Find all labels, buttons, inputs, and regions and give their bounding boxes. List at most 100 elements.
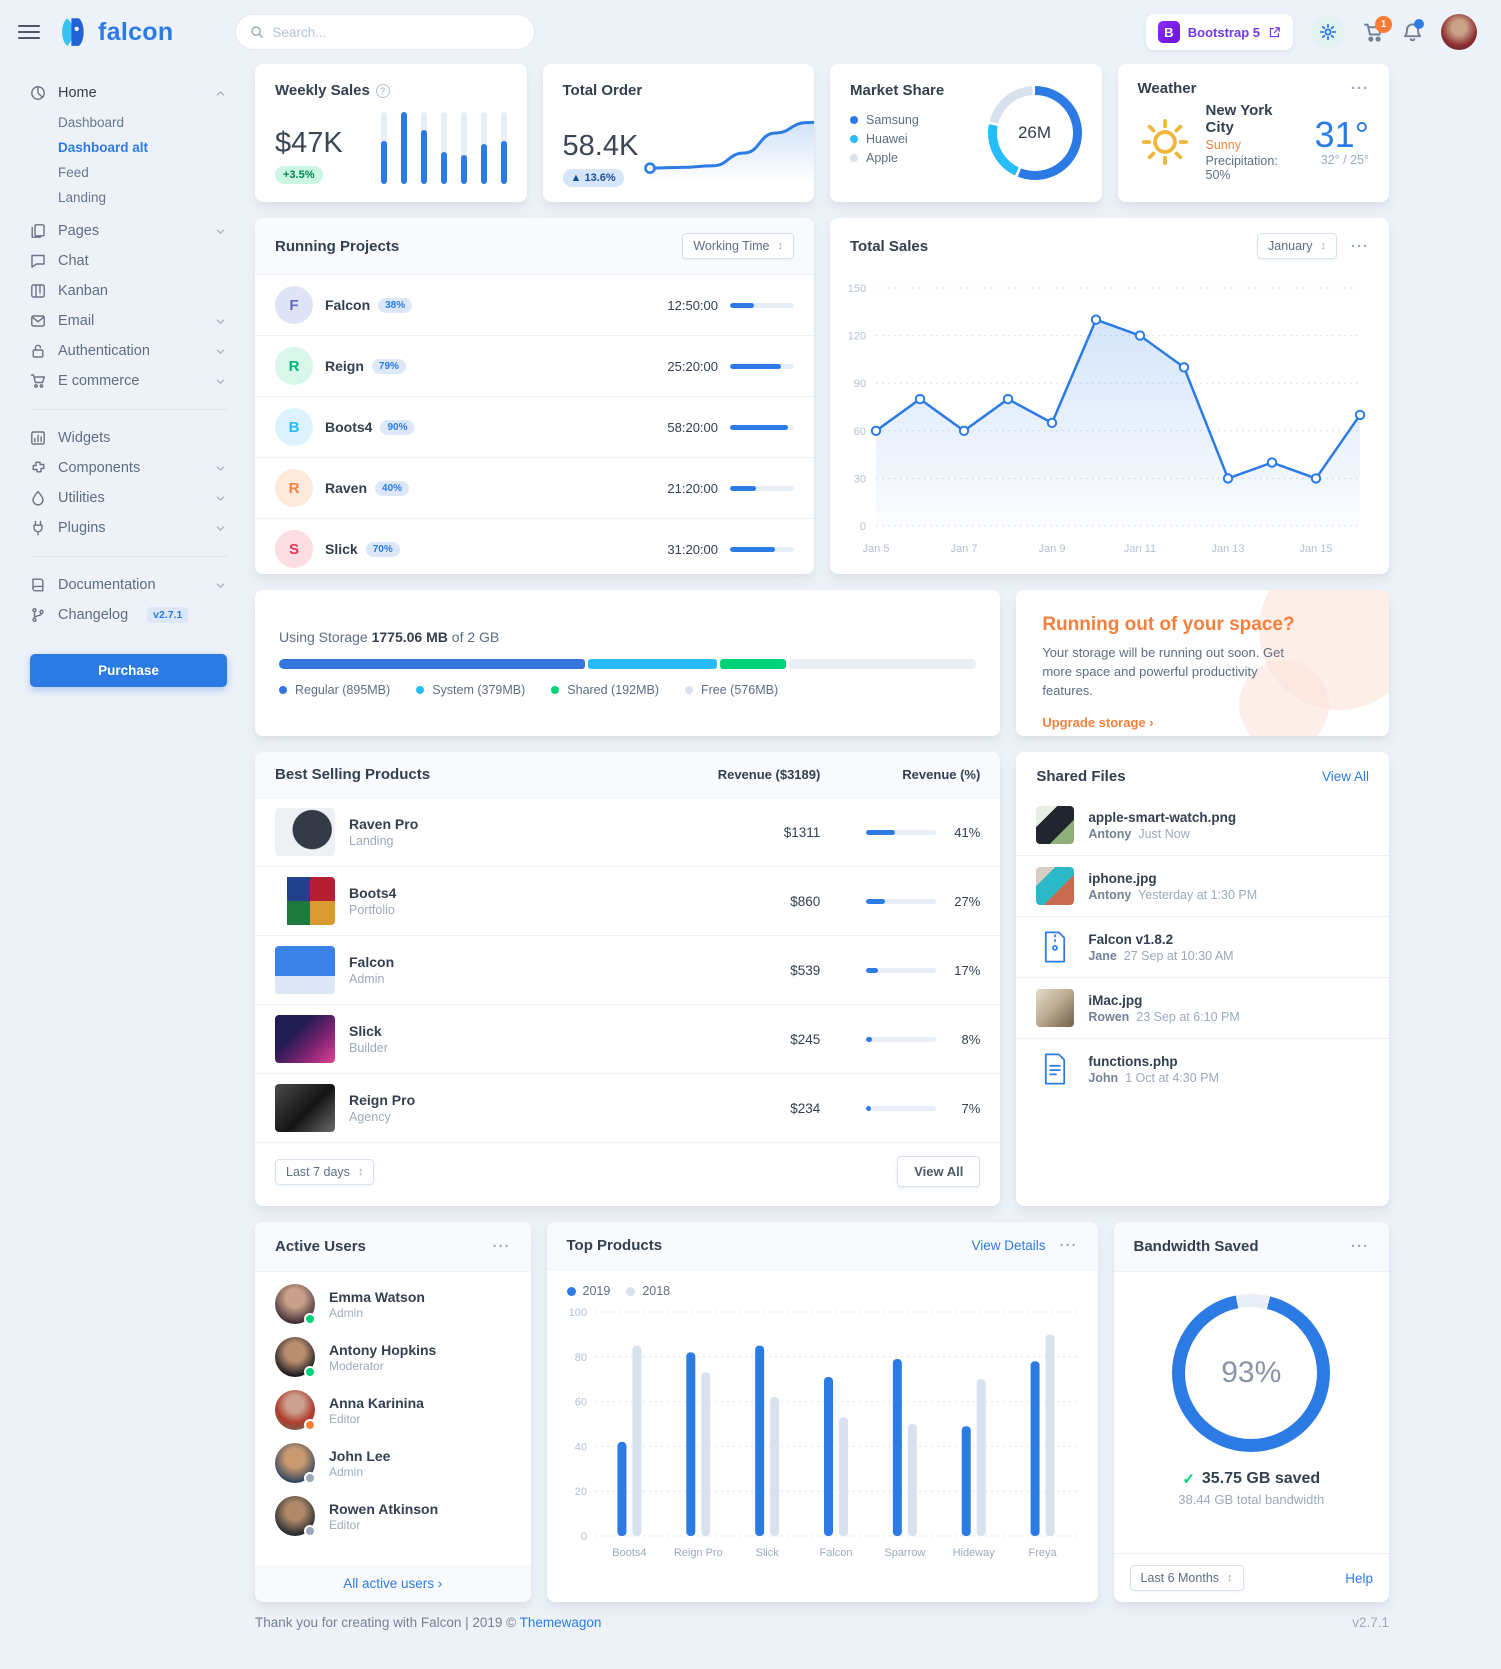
file-name-link[interactable]: functions.php bbox=[1088, 1053, 1178, 1069]
product-name-link[interactable]: Falcon bbox=[349, 954, 395, 970]
card-title: Weather bbox=[1137, 80, 1197, 97]
project-name-link[interactable]: Reign bbox=[325, 358, 364, 374]
file-name-link[interactable]: apple-smart-watch.png bbox=[1088, 809, 1237, 825]
menu-toggle-icon[interactable] bbox=[18, 25, 40, 39]
sidebar-item-kanban[interactable]: Kanban bbox=[30, 276, 227, 306]
sidebar-item-e-commerce[interactable]: E commerce bbox=[30, 366, 227, 396]
period-select[interactable]: Last 6 Months ↕ bbox=[1129, 1565, 1244, 1591]
project-name-link[interactable]: Slick bbox=[325, 541, 358, 557]
bootstrap5-badge[interactable]: B Bootstrap 5 bbox=[1145, 14, 1293, 50]
file-thumbnail[interactable] bbox=[1036, 867, 1075, 905]
search-input[interactable] bbox=[272, 24, 521, 40]
brand[interactable]: falcon bbox=[56, 15, 173, 49]
cart-button[interactable]: 1 bbox=[1363, 15, 1392, 43]
help-icon[interactable]: ? bbox=[375, 83, 390, 98]
file-name-link[interactable]: iphone.jpg bbox=[1088, 870, 1157, 886]
sidebar-item-feed[interactable]: Feed bbox=[58, 165, 89, 180]
legend-item-2019[interactable]: 2019 bbox=[566, 1284, 610, 1298]
sidebar-item-plugins[interactable]: Plugins bbox=[30, 513, 227, 543]
file-thumbnail[interactable] bbox=[1036, 989, 1075, 1027]
product-thumbnail[interactable] bbox=[275, 877, 335, 925]
svg-text:100: 100 bbox=[568, 1307, 586, 1319]
user-avatar[interactable] bbox=[275, 1390, 316, 1431]
product-name-link[interactable]: Reign Pro bbox=[349, 1092, 416, 1108]
product-thumbnail[interactable] bbox=[275, 808, 335, 856]
brand-name: falcon bbox=[98, 17, 174, 46]
file-meta: Antony Yesterday at 1:30 PM bbox=[1088, 887, 1258, 902]
product-thumbnail[interactable] bbox=[275, 1015, 335, 1063]
working-time-select[interactable]: Working Time ↕ bbox=[682, 233, 794, 259]
card-menu-button[interactable]: ··· bbox=[1351, 1238, 1369, 1255]
upgrade-space-card: Running out of your space? Your storage … bbox=[1016, 590, 1389, 736]
file-meta: Antony Just Now bbox=[1088, 826, 1190, 841]
file-thumbnail[interactable] bbox=[1036, 806, 1075, 844]
project-name-link[interactable]: Raven bbox=[325, 480, 368, 496]
sidebar-item-changelog[interactable]: Changelog v2.7.1 bbox=[30, 600, 227, 630]
all-active-users-link[interactable]: All active users › bbox=[255, 1565, 531, 1602]
themewagon-link[interactable]: Themewagon bbox=[519, 1615, 602, 1630]
project-name-link[interactable]: Falcon bbox=[325, 297, 371, 313]
user-status-dot bbox=[304, 1419, 316, 1431]
product-revenue-bar bbox=[866, 967, 937, 973]
project-time: 21:20:00 bbox=[667, 480, 718, 496]
weekly-sales-card: Weekly Sales ? $47K +3.5% bbox=[255, 64, 527, 202]
user-name-link[interactable]: John Lee bbox=[329, 1447, 391, 1464]
user-role: Editor bbox=[329, 1411, 361, 1426]
sidebar-item-widgets[interactable]: Widgets bbox=[30, 423, 227, 453]
card-menu-button[interactable]: ··· bbox=[1059, 1237, 1078, 1254]
sidebar-item-authentication[interactable]: Authentication bbox=[30, 336, 227, 366]
product-name-link[interactable]: Raven Pro bbox=[349, 816, 419, 832]
product-revenue-bar bbox=[866, 898, 937, 904]
user-avatar[interactable] bbox=[275, 1337, 316, 1378]
user-avatar[interactable] bbox=[275, 1443, 316, 1484]
notifications-bell-button[interactable] bbox=[1402, 18, 1424, 43]
month-select[interactable]: January ↕ bbox=[1257, 233, 1337, 259]
project-time: 58:20:00 bbox=[667, 419, 718, 435]
select-arrows-icon: ↕ bbox=[1320, 240, 1327, 252]
sidebar-item-landing[interactable]: Landing bbox=[58, 190, 107, 205]
view-details-link[interactable]: View Details bbox=[971, 1238, 1046, 1253]
sidebar-item-home[interactable]: Home bbox=[30, 78, 227, 108]
drop-icon bbox=[30, 490, 47, 506]
search-box[interactable] bbox=[235, 14, 536, 50]
purchase-button[interactable]: Purchase bbox=[30, 654, 227, 687]
user-name-link[interactable]: Rowen Atkinson bbox=[329, 1500, 439, 1517]
sidebar-item-utilities[interactable]: Utilities bbox=[30, 483, 227, 513]
upgrade-storage-link[interactable]: Upgrade storage › bbox=[1042, 714, 1154, 730]
sidebar-item-label: Plugins bbox=[58, 520, 106, 536]
sidebar-item-dashboard[interactable]: Dashboard bbox=[58, 115, 125, 130]
product-category: Builder bbox=[349, 1041, 388, 1055]
user-name-link[interactable]: Emma Watson bbox=[329, 1288, 425, 1305]
sidebar-item-chat[interactable]: Chat bbox=[30, 246, 227, 276]
user-name-link[interactable]: Antony Hopkins bbox=[329, 1341, 437, 1358]
product-thumbnail[interactable] bbox=[275, 1084, 335, 1132]
user-avatar[interactable] bbox=[1441, 14, 1477, 50]
settings-gear-button[interactable] bbox=[1311, 15, 1345, 49]
view-all-button[interactable]: View All bbox=[897, 1156, 981, 1187]
sidebar-item-dashboard-alt[interactable]: Dashboard alt bbox=[58, 140, 149, 155]
product-row-reign-pro: Reign Pro Agency $234 7% bbox=[255, 1074, 1001, 1143]
card-menu-button[interactable]: ··· bbox=[492, 1238, 511, 1255]
user-avatar[interactable] bbox=[275, 1284, 316, 1325]
user-name-link[interactable]: Anna Karinina bbox=[329, 1394, 424, 1411]
date-range-select[interactable]: Last 7 days ↕ bbox=[275, 1158, 375, 1185]
project-row-reign: R Reign 79% 25:20:00 bbox=[255, 336, 814, 397]
help-link[interactable]: Help bbox=[1345, 1570, 1373, 1586]
sidebar-item-pages[interactable]: Pages bbox=[30, 216, 227, 246]
project-name-link[interactable]: Boots4 bbox=[325, 419, 373, 435]
svg-text:Falcon: Falcon bbox=[819, 1547, 852, 1559]
product-thumbnail[interactable] bbox=[275, 946, 335, 994]
file-name-link[interactable]: iMac.jpg bbox=[1088, 992, 1143, 1008]
file-name-link[interactable]: Falcon v1.8.2 bbox=[1088, 931, 1174, 947]
card-menu-button[interactable]: ··· bbox=[1351, 237, 1369, 255]
legend-item-2018[interactable]: 2018 bbox=[626, 1284, 670, 1298]
sidebar-item-components[interactable]: Components bbox=[30, 453, 227, 483]
user-avatar[interactable] bbox=[275, 1496, 316, 1537]
view-all-files-link[interactable]: View All bbox=[1321, 769, 1369, 784]
sidebar-item-email[interactable]: Email bbox=[30, 306, 227, 336]
product-name-link[interactable]: Boots4 bbox=[349, 885, 397, 901]
sidebar-item-documentation[interactable]: Documentation bbox=[30, 570, 227, 600]
svg-text:Reign Pro: Reign Pro bbox=[673, 1547, 722, 1559]
product-name-link[interactable]: Slick bbox=[349, 1023, 382, 1039]
card-menu-button[interactable]: ··· bbox=[1351, 80, 1369, 97]
